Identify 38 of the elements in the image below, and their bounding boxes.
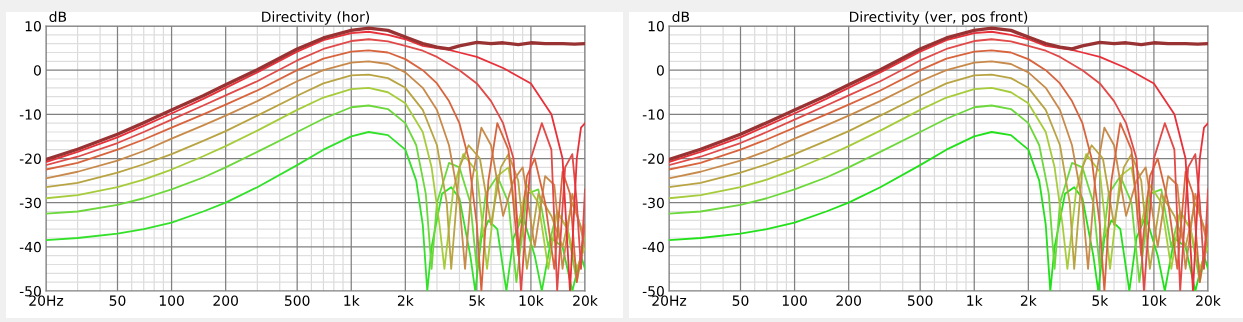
x-tick-label: 500 bbox=[284, 295, 310, 306]
x-tick-label: 2k bbox=[397, 295, 414, 306]
y-tick-label: 0 bbox=[656, 65, 664, 76]
y-tick-label: 10 bbox=[25, 20, 41, 32]
x-tick-label: 500 bbox=[907, 295, 933, 306]
x-tick-label: 10k bbox=[519, 295, 544, 306]
x-tick-label: 200 bbox=[836, 295, 861, 306]
y-tick-label: -50 bbox=[642, 285, 664, 297]
y-tick-label: -10 bbox=[642, 109, 664, 120]
y-tick-label: 10 bbox=[648, 20, 664, 32]
chart-title: Directivity (ver, pos front) bbox=[850, 11, 1028, 25]
y-tick-label: -50 bbox=[19, 285, 41, 297]
x-tick-label: 10k bbox=[1142, 295, 1167, 306]
x-tick-label: 2k bbox=[1020, 295, 1037, 306]
y-tick-label: -20 bbox=[19, 153, 41, 164]
y-axis-title: dB bbox=[49, 11, 67, 22]
y-tick-label: -30 bbox=[642, 197, 664, 209]
y-tick-label: -30 bbox=[19, 197, 41, 209]
x-tick-label: 5k bbox=[1092, 295, 1109, 306]
chart-title: Directivity (hor) bbox=[262, 11, 370, 25]
y-tick-label: 0 bbox=[33, 65, 41, 76]
y-tick-label: -40 bbox=[19, 241, 41, 253]
x-tick-label: 100 bbox=[159, 295, 184, 306]
x-tick-label: 50 bbox=[109, 295, 126, 306]
x-tick-label: 100 bbox=[782, 295, 807, 306]
x-tick-label: 50 bbox=[732, 295, 749, 306]
x-tick-label: 200 bbox=[213, 295, 238, 306]
x-tick-label: 20k bbox=[1196, 295, 1221, 306]
x-tick-label: 1k bbox=[344, 295, 360, 306]
x-tick-label: 20Hz bbox=[29, 295, 64, 306]
y-tick-label: -10 bbox=[19, 109, 41, 120]
y-tick-label: -20 bbox=[642, 153, 664, 164]
y-axis-title: dB bbox=[672, 11, 690, 22]
x-tick-label: 5k bbox=[469, 295, 486, 306]
y-tick-label: -40 bbox=[642, 241, 664, 253]
x-tick-label: 1k bbox=[967, 295, 983, 306]
x-tick-label: 20k bbox=[573, 295, 598, 306]
x-tick-label: 20Hz bbox=[652, 295, 687, 306]
